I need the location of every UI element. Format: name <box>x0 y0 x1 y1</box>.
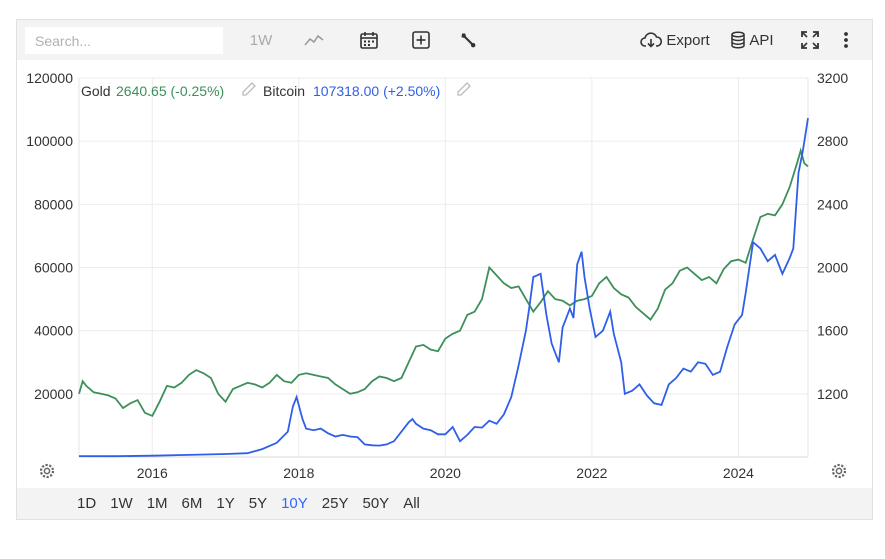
y-right-tick-label: 2000 <box>817 260 848 276</box>
interval-label: 1W <box>249 31 273 49</box>
chart-area: 20000 40000 60000 80000 100000 120000 1200 160… <box>17 60 872 490</box>
api-button[interactable]: API <box>727 20 777 60</box>
calendar-icon <box>360 32 378 49</box>
left-axis-gear-icon[interactable] <box>39 463 55 479</box>
range-button-1w[interactable]: 1W <box>110 495 133 512</box>
y-right-tick-label: 1200 <box>817 386 848 402</box>
y-left-tick-label: 40000 <box>34 323 73 339</box>
add-indicator-button[interactable] <box>407 20 435 60</box>
range-selector: 1D 1W 1M 6M 1Y 5Y 10Y 25Y 50Y All <box>17 488 872 519</box>
range-button-1y[interactable]: 1Y <box>216 495 235 512</box>
y-left-tick-label: 60000 <box>34 260 73 276</box>
y-right-tick-label: 3200 <box>817 70 848 86</box>
api-label: API <box>749 31 774 49</box>
range-button-50y[interactable]: 50Y <box>362 495 390 512</box>
gold-series-line <box>78 147 809 418</box>
range-button-25y[interactable]: 25Y <box>321 495 349 512</box>
toolbar: 1W Export API <box>17 20 872 60</box>
range-button-5y[interactable]: 5Y <box>248 495 268 512</box>
x-tick-label: 2018 <box>283 465 314 481</box>
legend-gold-name: Gold <box>81 83 111 99</box>
chart-type-button[interactable] <box>300 20 328 60</box>
y-left-tick-label: 20000 <box>34 386 73 402</box>
x-tick-label: 2022 <box>576 465 607 481</box>
right-axis-gear-icon[interactable] <box>831 463 847 479</box>
more-vert-icon <box>844 32 848 48</box>
chart-widget: 1W Export API <box>16 19 873 520</box>
price-chart: 20000 40000 60000 80000 100000 120000 1200 160… <box>26 70 848 481</box>
legend-gold-value: 2640.65 (-0.25%) <box>116 83 224 99</box>
y-right-tick-label: 1600 <box>817 323 848 339</box>
database-icon <box>731 31 746 49</box>
export-label: Export <box>666 31 710 49</box>
fullscreen-icon <box>801 31 819 49</box>
y-right-ticks: 1200 1600 2000 2400 2800 3200 <box>817 70 848 402</box>
x-tick-label: 2016 <box>137 465 168 481</box>
range-button-1m[interactable]: 1M <box>146 495 168 512</box>
grid <box>79 77 808 457</box>
legend-bitcoin-value: 107318.00 (+2.50%) <box>313 83 440 99</box>
range-button-10y[interactable]: 10Y <box>281 495 308 512</box>
settings-tools-button[interactable] <box>454 20 482 60</box>
wrench-icon <box>461 33 476 48</box>
fullscreen-button[interactable] <box>797 20 823 60</box>
y-left-tick-label: 120000 <box>26 70 73 86</box>
y-left-tick-label: 100000 <box>26 133 73 149</box>
cloud-download-icon <box>640 32 663 48</box>
interval-button[interactable]: 1W <box>245 20 277 60</box>
y-left-ticks: 20000 40000 60000 80000 100000 120000 <box>26 70 73 402</box>
bitcoin-series-line <box>78 117 809 458</box>
y-right-tick-label: 2800 <box>817 133 848 149</box>
edit-gold-pencil-icon[interactable] <box>242 82 256 96</box>
y-left-tick-label: 80000 <box>34 196 73 212</box>
range-button-1d[interactable]: 1D <box>77 495 97 512</box>
legend: Gold 2640.65 (-0.25%) Bitcoin 107318.00 … <box>81 82 471 99</box>
x-tick-label: 2020 <box>430 465 461 481</box>
y-right-tick-label: 2400 <box>817 196 848 212</box>
search-input[interactable] <box>25 27 223 54</box>
range-button-6m[interactable]: 6M <box>181 495 203 512</box>
range-button-all[interactable]: All <box>403 495 420 512</box>
x-ticks: 2016 2018 2020 2022 2024 <box>137 465 754 481</box>
line-chart-icon <box>304 34 324 46</box>
add-indicator-icon <box>412 31 430 49</box>
more-menu-button[interactable] <box>835 20 857 60</box>
legend-bitcoin-name: Bitcoin <box>263 83 305 99</box>
export-button[interactable]: Export <box>637 20 713 60</box>
date-range-button[interactable] <box>355 20 383 60</box>
edit-bitcoin-pencil-icon[interactable] <box>457 82 471 96</box>
x-tick-label: 2024 <box>723 465 754 481</box>
